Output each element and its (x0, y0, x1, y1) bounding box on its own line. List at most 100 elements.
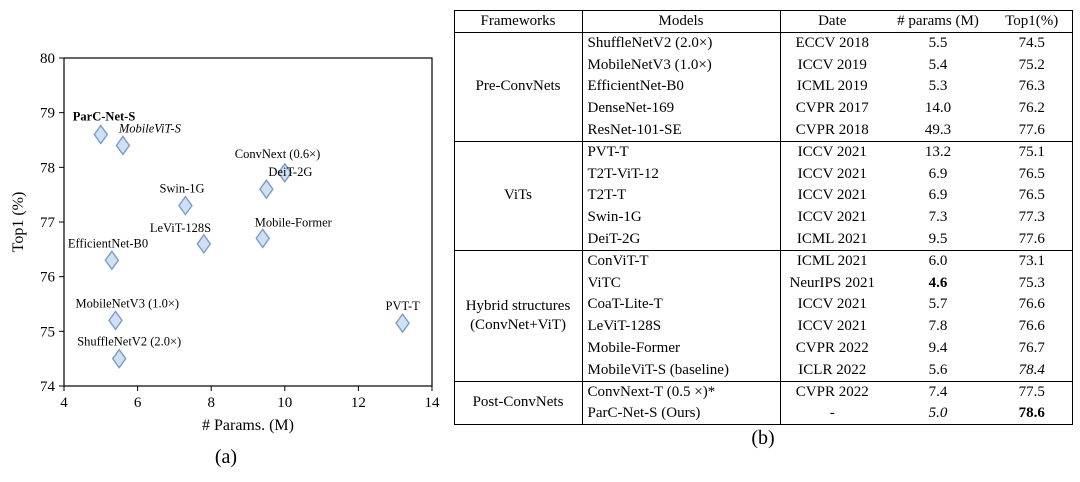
scatter-point (108, 310, 123, 331)
y-tick-label: 77 (40, 215, 56, 231)
top1-cell: 77.5 (992, 380, 1072, 403)
date-cell: ICCV 2021 (780, 140, 884, 164)
scatter-point (178, 195, 193, 216)
model-cell: LeViT-128S (581, 315, 781, 338)
column-header: Top1(%) (992, 10, 1072, 33)
scatter-point (255, 228, 271, 249)
table-row: ViTC NeurIPS 2021 4.6 75.3 (454, 272, 1072, 294)
params-cell: 5.0 (928, 405, 948, 422)
scatter-point-label: ShuffleNetV2 (2.0×) (77, 335, 181, 349)
top1-cell: 77.3 (1018, 209, 1045, 226)
date-cell: ICML 2019 (796, 78, 868, 95)
scatter-point-label: DeiT-2G (268, 165, 312, 179)
table-row: Swin-1G ICCV 2021 7.3 77.3 (454, 206, 1072, 229)
column-header: Models (581, 10, 781, 33)
top1-cell: 75.1 (992, 140, 1072, 164)
scatter-point-label: ConvNext (0.6×) (235, 147, 321, 161)
caption-b: (b) (751, 427, 775, 450)
params-cell: 5.3 (928, 78, 948, 95)
panel-a-scatter: 4 6 8 10 12 14 74 75 76 77 78 79 80 # Params. (M) Top1… (0, 0, 452, 482)
params-cell: 5.5 (928, 35, 948, 52)
model-cell: ResNet-101-SE (581, 119, 781, 142)
table-row: LeViT-128S ICCV 2021 7.8 76.6 (454, 315, 1072, 338)
params-cell: 7.4 (884, 380, 992, 403)
x-tick-label: 8 (207, 395, 215, 411)
x-tick-label: 6 (134, 395, 142, 411)
model-cell: CoaT-Lite-T (581, 293, 781, 316)
date-cell: ICML 2021 (796, 230, 868, 247)
date-cell: ICCV 2019 (797, 56, 867, 73)
table-row: T2T-T ICCV 2021 6.9 76.5 (454, 184, 1072, 207)
date-cell: ECCV 2018 (795, 35, 869, 52)
date-cell: CVPR 2018 (795, 121, 869, 138)
model-cell: Mobile-Former (581, 337, 781, 360)
params-cell: 9.4 (928, 339, 948, 356)
scatter-point-label: LeViT-128S (150, 221, 211, 235)
model-cell: DeiT-2G (581, 228, 781, 251)
scatter-point (115, 135, 131, 156)
y-tick-label: 79 (40, 106, 55, 122)
top1-cell: 76.6 (1018, 318, 1045, 335)
date-cell: ICLR 2022 (798, 361, 867, 378)
x-tick-label: 10 (277, 395, 292, 411)
scatter-point (111, 348, 127, 369)
x-tick-label: 12 (351, 395, 366, 411)
model-cell: ParC-Net-S (Ours) (581, 402, 781, 425)
model-cell: ShuffleNetV2 (2.0×) (581, 32, 781, 55)
framework-cell: Pre-ConvNets (475, 78, 561, 95)
model-cell: ConViT-T (581, 249, 781, 273)
framework-cell: Post-ConvNets (454, 380, 582, 425)
top1-cell: 78.6 (1018, 405, 1045, 422)
table-row: DenseNet-169 CVPR 2017 14.0 76.2 (454, 97, 1072, 120)
scatter-point (196, 233, 212, 255)
column-header: Date (780, 10, 884, 33)
date-cell: ICCV 2021 (797, 187, 867, 204)
params-cell: 7.8 (928, 318, 948, 335)
table-row: DeiT-2G ICML 2021 9.5 77.6 (454, 228, 1072, 251)
model-cell: DenseNet-169 (581, 97, 781, 120)
y-tick-label: 75 (40, 324, 55, 340)
model-cell: MobileViT-S (baseline) (581, 359, 781, 382)
params-cell: 5.7 (928, 296, 948, 313)
top1-cell: 76.7 (1018, 339, 1045, 356)
model-cell: T2T-ViT-12 (581, 163, 781, 185)
scatter-point (93, 124, 109, 145)
scatter-point-label: Mobile-Former (255, 215, 333, 229)
top1-cell: 77.6 (1018, 121, 1045, 138)
model-cell: T2T-T (581, 184, 781, 207)
date-cell: ICML 2021 (780, 249, 884, 273)
top1-cell: 76.5 (1018, 165, 1045, 182)
table-row: ParC-Net-S (Ours) - 5.0 78.6 (454, 402, 1072, 425)
date-cell: ICCV 2021 (797, 209, 867, 226)
top1-cell: 76.2 (1018, 100, 1045, 117)
params-cell: 7.3 (928, 209, 948, 226)
model-cell: ConvNext-T (0.5 ×)* (581, 380, 781, 403)
params-cell: 5.4 (928, 56, 948, 73)
model-cell: EfficientNet-B0 (581, 75, 781, 98)
scatter-point (395, 312, 410, 334)
params-cell: 6.0 (884, 249, 992, 273)
params-cell: 6.9 (928, 187, 948, 204)
table-row: MobileNetV3 (1.0×) ICCV 2019 5.4 75.2 (454, 54, 1072, 76)
params-cell: 6.9 (928, 165, 948, 182)
x-tick-label: 4 (60, 395, 68, 411)
y-tick-label: 74 (40, 379, 56, 395)
panel-b-table: Frameworks Models Date # params (M) Top1(%) … (452, 0, 1080, 482)
framework-cell: ViTs (454, 140, 582, 251)
top1-cell: 74.5 (1018, 35, 1045, 52)
y-tick-label: 76 (40, 270, 56, 286)
date-cell: NeurIPS 2021 (789, 274, 875, 291)
params-cell: 4.6 (928, 274, 948, 291)
params-cell: 5.6 (928, 361, 948, 378)
scatter-point-label: Swin-1G (159, 182, 204, 196)
column-header: # params (M) (884, 10, 992, 33)
table-row: Mobile-Former CVPR 2022 9.4 76.7 (454, 337, 1072, 360)
top1-cell: 76.3 (1018, 78, 1045, 95)
y-tick-label: 78 (40, 160, 55, 176)
scatter-point (259, 179, 274, 200)
caption-a: (a) (214, 446, 238, 468)
scatter-point-label: MobileNetV3 (1.0×) (76, 296, 180, 310)
top1-cell: 78.4 (1018, 361, 1045, 378)
model-cell: Swin-1G (581, 206, 781, 229)
